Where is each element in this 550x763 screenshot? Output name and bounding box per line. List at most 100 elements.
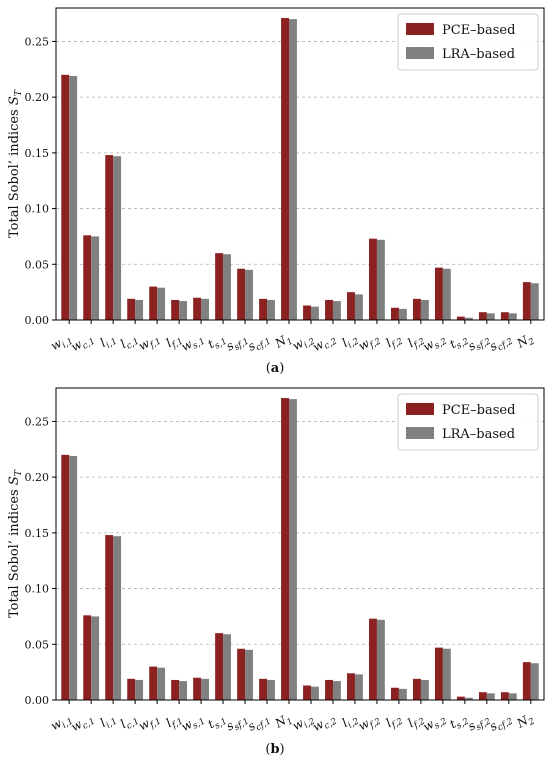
bar-lra — [267, 679, 275, 700]
bar-lra — [289, 19, 297, 321]
bar-lra — [332, 681, 341, 700]
bar-lra — [508, 313, 517, 320]
bar-lra — [354, 294, 363, 320]
bar-pce — [105, 535, 114, 700]
x-tick-label: ws,2 — [421, 330, 449, 356]
bar-lra — [179, 301, 188, 320]
legend: PCE–based LRA–based — [397, 13, 539, 71]
bar-lra — [91, 236, 100, 320]
bar-pce — [193, 677, 202, 700]
bar-pce — [127, 298, 136, 320]
bar-lra — [223, 634, 231, 700]
y-tick-label: 0.00 — [25, 314, 50, 327]
bar-pce — [105, 155, 114, 320]
bar-lra — [113, 536, 122, 700]
bar-pce — [303, 685, 311, 700]
legend-label: PCE–based — [442, 403, 515, 418]
bar-lra — [223, 254, 231, 320]
axes-frame — [55, 387, 545, 701]
bar-pce — [127, 678, 136, 700]
bar-lra — [135, 299, 144, 320]
bar-pce — [369, 618, 377, 700]
y-tick-label: 0.25 — [25, 35, 50, 48]
bar-pce — [456, 316, 465, 320]
bar-lra — [245, 649, 253, 700]
bar-pce — [281, 18, 290, 321]
y-tick-label: 0.15 — [25, 147, 50, 160]
bar-lra — [267, 299, 275, 320]
y-tick-label: 0.25 — [25, 415, 50, 428]
y-tick-label: 0.05 — [25, 258, 50, 271]
x-tick-label: scf,2 — [487, 330, 515, 356]
bar-lra — [376, 619, 385, 700]
x-tick-label: N2 — [514, 330, 537, 353]
x-tick-label: li,2 — [340, 710, 361, 732]
bar-pce — [61, 454, 70, 700]
bar-lra — [376, 239, 385, 320]
x-tick-label: lf,2 — [383, 710, 404, 732]
bar-pce — [412, 678, 421, 700]
x-tick-label: wc,2 — [310, 710, 339, 736]
bar-lra — [442, 268, 451, 320]
bar-pce — [522, 662, 531, 700]
bar-pce — [434, 647, 443, 700]
bar-lra — [245, 269, 253, 320]
bar-pce — [83, 615, 92, 700]
bar-lra — [486, 313, 495, 320]
x-tick-label: scf,1 — [245, 330, 273, 356]
x-tick-label: li,1 — [98, 710, 119, 732]
y-tick-label: 0.10 — [25, 583, 50, 596]
bar-pce — [347, 673, 355, 700]
bar-lra — [464, 697, 473, 700]
legend-swatch — [406, 427, 434, 439]
bar-lra — [91, 616, 100, 700]
bar-pce — [259, 298, 268, 320]
y-axis-label: Total Sobol’ indices ST — [7, 89, 24, 238]
legend-label: LRA–based — [442, 47, 515, 62]
bar-lra — [442, 648, 451, 700]
bar-pce — [325, 679, 333, 700]
legend: PCE–based LRA–based — [397, 393, 539, 451]
caption-b: (b) — [265, 742, 285, 757]
bar-pce — [478, 312, 487, 320]
x-tick-label: scf,1 — [245, 710, 273, 736]
bar-pce — [149, 286, 158, 320]
bar-pce — [412, 298, 421, 320]
bar-lra — [157, 287, 166, 320]
bar-lra — [69, 455, 78, 700]
bar-pce — [171, 679, 180, 700]
bar-pce — [83, 235, 92, 320]
bar-pce — [500, 692, 509, 700]
bar-lra — [135, 679, 144, 700]
x-tick-label: N2 — [514, 710, 537, 733]
bar-lra — [530, 283, 539, 320]
bar-pce — [369, 238, 377, 320]
bar-pce — [391, 687, 399, 700]
bar-lra — [420, 299, 429, 320]
bar-lra — [157, 667, 166, 700]
x-tick-label: wc,2 — [310, 330, 339, 356]
bar-lra — [289, 399, 297, 700]
y-tick-label: 0.15 — [25, 527, 50, 540]
x-tick-label: ws,1 — [179, 330, 207, 356]
bar-pce — [522, 282, 531, 320]
bar-lra — [464, 317, 473, 320]
bar-lra — [530, 663, 539, 700]
bar-pce — [281, 398, 290, 700]
bar-pce — [303, 305, 311, 320]
bar-lra — [420, 679, 429, 700]
x-tick-label: wf,1 — [136, 330, 163, 355]
legend-label: LRA–based — [442, 427, 515, 442]
legend-swatch — [406, 23, 434, 35]
bar-pce — [215, 253, 224, 320]
y-tick-label: 0.10 — [25, 203, 50, 216]
y-tick-label: 0.20 — [25, 91, 50, 104]
bar-pce — [478, 692, 487, 700]
x-tick-label: lf,2 — [383, 330, 404, 352]
bar-pce — [171, 299, 180, 320]
bar-lra — [332, 301, 341, 320]
x-tick-label: wf,2 — [356, 330, 383, 355]
